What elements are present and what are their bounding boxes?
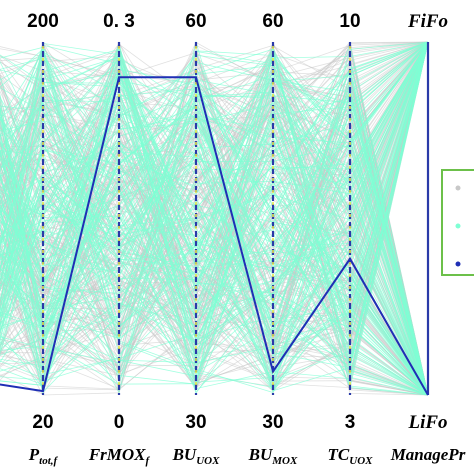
axis-name-label: BUMOX [248, 445, 298, 467]
axis-bottom-tick-label: 30 [185, 412, 206, 433]
axis-top-tick-label: 10 [339, 11, 360, 32]
axis-bottom-tick-label: 30 [262, 412, 283, 433]
axis-name-label: ManagePr [390, 445, 466, 464]
axis-name-label: Ptot,f [28, 445, 59, 467]
axis-top-tick-label: 60 [262, 11, 283, 32]
legend-marker [455, 261, 461, 267]
labels-layer: 200 20 Ptot,f 0. 3 0 FrMOXf 60 30 BUUOX 60 30 BUMOX… [27, 11, 466, 467]
axis-top-tick-label: 0. 3 [103, 11, 135, 32]
axis-name-label: FrMOXf [88, 445, 151, 467]
highlight-series-line [0, 76, 429, 396]
axis-top-tick-label: 60 [185, 11, 206, 32]
axis-name-label: TCUOX [328, 445, 374, 467]
axis-top-tick-label: FiFo [407, 11, 448, 32]
axis-bottom-tick-label: 3 [345, 412, 356, 433]
axis-name-label: BUUOX [172, 445, 221, 467]
legend-marker [455, 185, 461, 191]
highlight-line-layer [0, 76, 429, 396]
legend-marker [455, 223, 461, 229]
axis-top-tick-label: 200 [27, 11, 59, 32]
legend [441, 169, 474, 276]
axes-layer [41, 42, 430, 395]
axis-bottom-tick-label: 20 [32, 412, 53, 433]
axis-bottom-tick-label: 0 [114, 412, 125, 433]
axis-bottom-tick-label: LiFo [407, 412, 447, 433]
